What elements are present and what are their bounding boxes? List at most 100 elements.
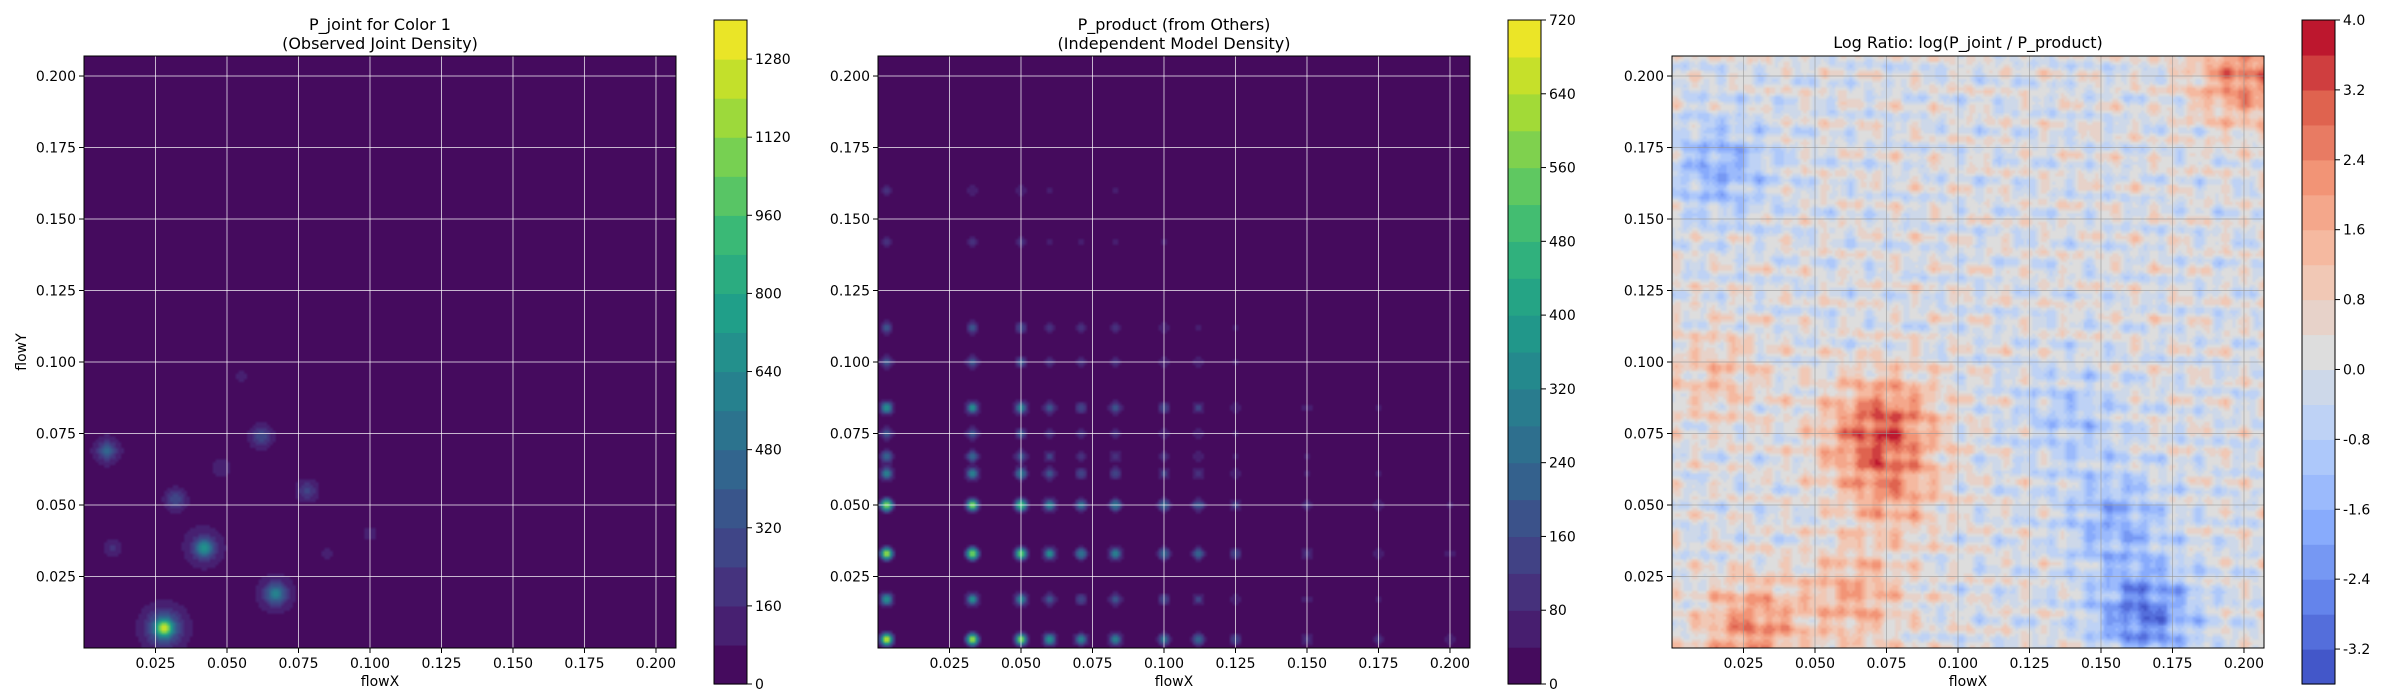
colorbar-tick-label: 3.2	[2343, 83, 2365, 99]
colorbar-band	[1508, 278, 1541, 316]
panel-logratio-y-ticks: 0.025 0.050 0.075 0.100 0.125 0.150 0.175 0.200	[1624, 69, 1672, 586]
colorbar-band	[2302, 509, 2335, 545]
colorbar-band	[1508, 204, 1541, 242]
y-tick-label: 0.125	[1624, 284, 1664, 300]
colorbar-band	[2302, 579, 2335, 615]
panel-product-colorbar: 0 80 160 240 320 400 480 560 640 720	[1507, 13, 1576, 693]
y-tick-label: 0.050	[830, 498, 870, 514]
colorbar-band	[714, 215, 747, 255]
colorbar-band	[714, 20, 747, 60]
y-tick-label: 0.025	[1624, 570, 1664, 586]
colorbar-band	[1508, 20, 1541, 58]
colorbar-band	[2302, 614, 2335, 650]
panel-joint-y-ticks: 0.025 0.050 0.075 0.100 0.125 0.150 0.175 0.200	[36, 69, 84, 586]
colorbar-band	[2302, 264, 2335, 301]
colorbar-tick-label: 320	[1549, 382, 1576, 398]
colorbar-band	[714, 449, 747, 490]
panel-product-colorbar-frame	[1507, 19, 1542, 685]
panel-product-title-line1: P_product (from Others)	[1078, 15, 1271, 35]
x-tick-label: 0.025	[135, 656, 175, 672]
panel-joint-colorbar-frame	[713, 19, 748, 685]
colorbar-band	[714, 137, 747, 177]
y-tick-label: 0.175	[830, 141, 870, 157]
colorbar-band	[2302, 194, 2335, 231]
x-tick-label: 0.175	[564, 656, 604, 672]
colorbar-tick-label: 560	[1549, 161, 1576, 177]
colorbar-tick-label: 4.0	[2343, 13, 2365, 29]
y-tick-label: 0.150	[1624, 212, 1664, 228]
panel-joint-colorbar-ticks: 0 160 320 480 640 800 960 1120 1280	[747, 52, 791, 693]
colorbar-tick-label: 320	[755, 521, 782, 537]
x-tick-label: 0.125	[1215, 656, 1255, 672]
y-tick-label: 0.125	[36, 284, 76, 300]
x-tick-label: 0.200	[636, 656, 676, 672]
colorbar-tick-label: -1.6	[2343, 502, 2370, 518]
x-tick-label: 0.175	[1358, 656, 1398, 672]
colorbar-band	[1508, 167, 1541, 206]
colorbar-tick-label: 800	[755, 286, 782, 302]
colorbar-band	[714, 527, 747, 568]
colorbar-band	[1508, 610, 1541, 648]
colorbar-tick-label: 80	[1549, 603, 1567, 619]
y-tick-label: 0.050	[36, 498, 76, 514]
colorbar-tick-label: 0.8	[2343, 293, 2365, 309]
colorbar-tick-label: 2.4	[2343, 153, 2365, 169]
colorbar-tick-label: 160	[755, 599, 782, 615]
y-tick-label: 0.125	[830, 284, 870, 300]
y-tick-label: 0.150	[36, 212, 76, 228]
x-tick-label: 0.200	[2224, 656, 2264, 672]
colorbar-band	[714, 254, 747, 295]
colorbar-band	[1508, 462, 1541, 501]
panel-product-frame	[877, 55, 1471, 649]
y-tick-label: 0.100	[830, 355, 870, 371]
panel-logratio-heatmap	[1672, 56, 2264, 648]
panel-logratio: Log Ratio: log(P_joint / P_product) 0.02…	[1624, 13, 2371, 690]
y-tick-label: 0.075	[830, 427, 870, 443]
x-tick-label: 0.050	[1001, 656, 1041, 672]
colorbar-band	[2302, 229, 2335, 266]
y-tick-label: 0.175	[36, 141, 76, 157]
panel-logratio-colorbar: -3.2 -2.4 -1.6 -0.8 0.0 0.8 1.6 2.4 3.2 4.0	[2301, 13, 2370, 685]
panel-logratio-x-ticks: 0.025 0.050 0.075 0.100 0.125 0.150 0.175 0.200	[1723, 648, 2264, 672]
panel-product-y-ticks: 0.025 0.050 0.075 0.100 0.125 0.150 0.175 0.200	[830, 69, 878, 586]
colorbar-band	[714, 644, 747, 685]
colorbar-band	[1508, 93, 1541, 132]
x-tick-label: 0.100	[1144, 656, 1184, 672]
panel-joint-xlabel: flowX	[361, 674, 400, 690]
x-tick-label: 0.050	[1795, 656, 1835, 672]
panel-logratio-colorbar-frame	[2301, 19, 2336, 685]
colorbar-band	[2302, 649, 2335, 685]
y-tick-label: 0.025	[830, 570, 870, 586]
x-tick-label: 0.150	[1287, 656, 1327, 672]
panel-joint-grid	[84, 56, 676, 648]
colorbar-band	[1508, 315, 1541, 353]
y-tick-label: 0.075	[36, 427, 76, 443]
y-tick-label: 0.075	[1624, 427, 1664, 443]
colorbar-band	[2302, 54, 2335, 91]
x-tick-label: 0.200	[1430, 656, 1470, 672]
colorbar-tick-label: 480	[755, 443, 782, 459]
colorbar-band	[1508, 56, 1541, 95]
colorbar-tick-label: 0	[1549, 677, 1558, 693]
colorbar-band	[2302, 299, 2335, 336]
x-tick-label: 0.075	[278, 656, 318, 672]
x-tick-label: 0.025	[929, 656, 969, 672]
colorbar-tick-label: -2.4	[2343, 572, 2370, 588]
colorbar-band	[714, 332, 747, 373]
colorbar-band	[2302, 439, 2335, 475]
x-tick-label: 0.025	[1723, 656, 1763, 672]
panel-logratio-title: Log Ratio: log(P_joint / P_product)	[1833, 33, 2103, 53]
panel-joint-heatmap	[84, 56, 676, 648]
colorbar-band	[714, 176, 747, 216]
panel-logratio-grid	[1672, 56, 2264, 648]
colorbar-band	[714, 371, 747, 412]
colorbar-band	[1508, 536, 1541, 574]
panel-product-colorbar-ticks: 0 80 160 240 320 400 480 560 640 720	[1541, 13, 1576, 693]
panel-product-xlabel: flowX	[1155, 674, 1194, 690]
colorbar-tick-label: 960	[755, 208, 782, 224]
panel-product-title-line2: (Independent Model Density)	[1058, 34, 1291, 53]
colorbar-band	[1508, 352, 1541, 390]
colorbar-band	[714, 59, 747, 99]
x-tick-label: 0.075	[1866, 656, 1906, 672]
